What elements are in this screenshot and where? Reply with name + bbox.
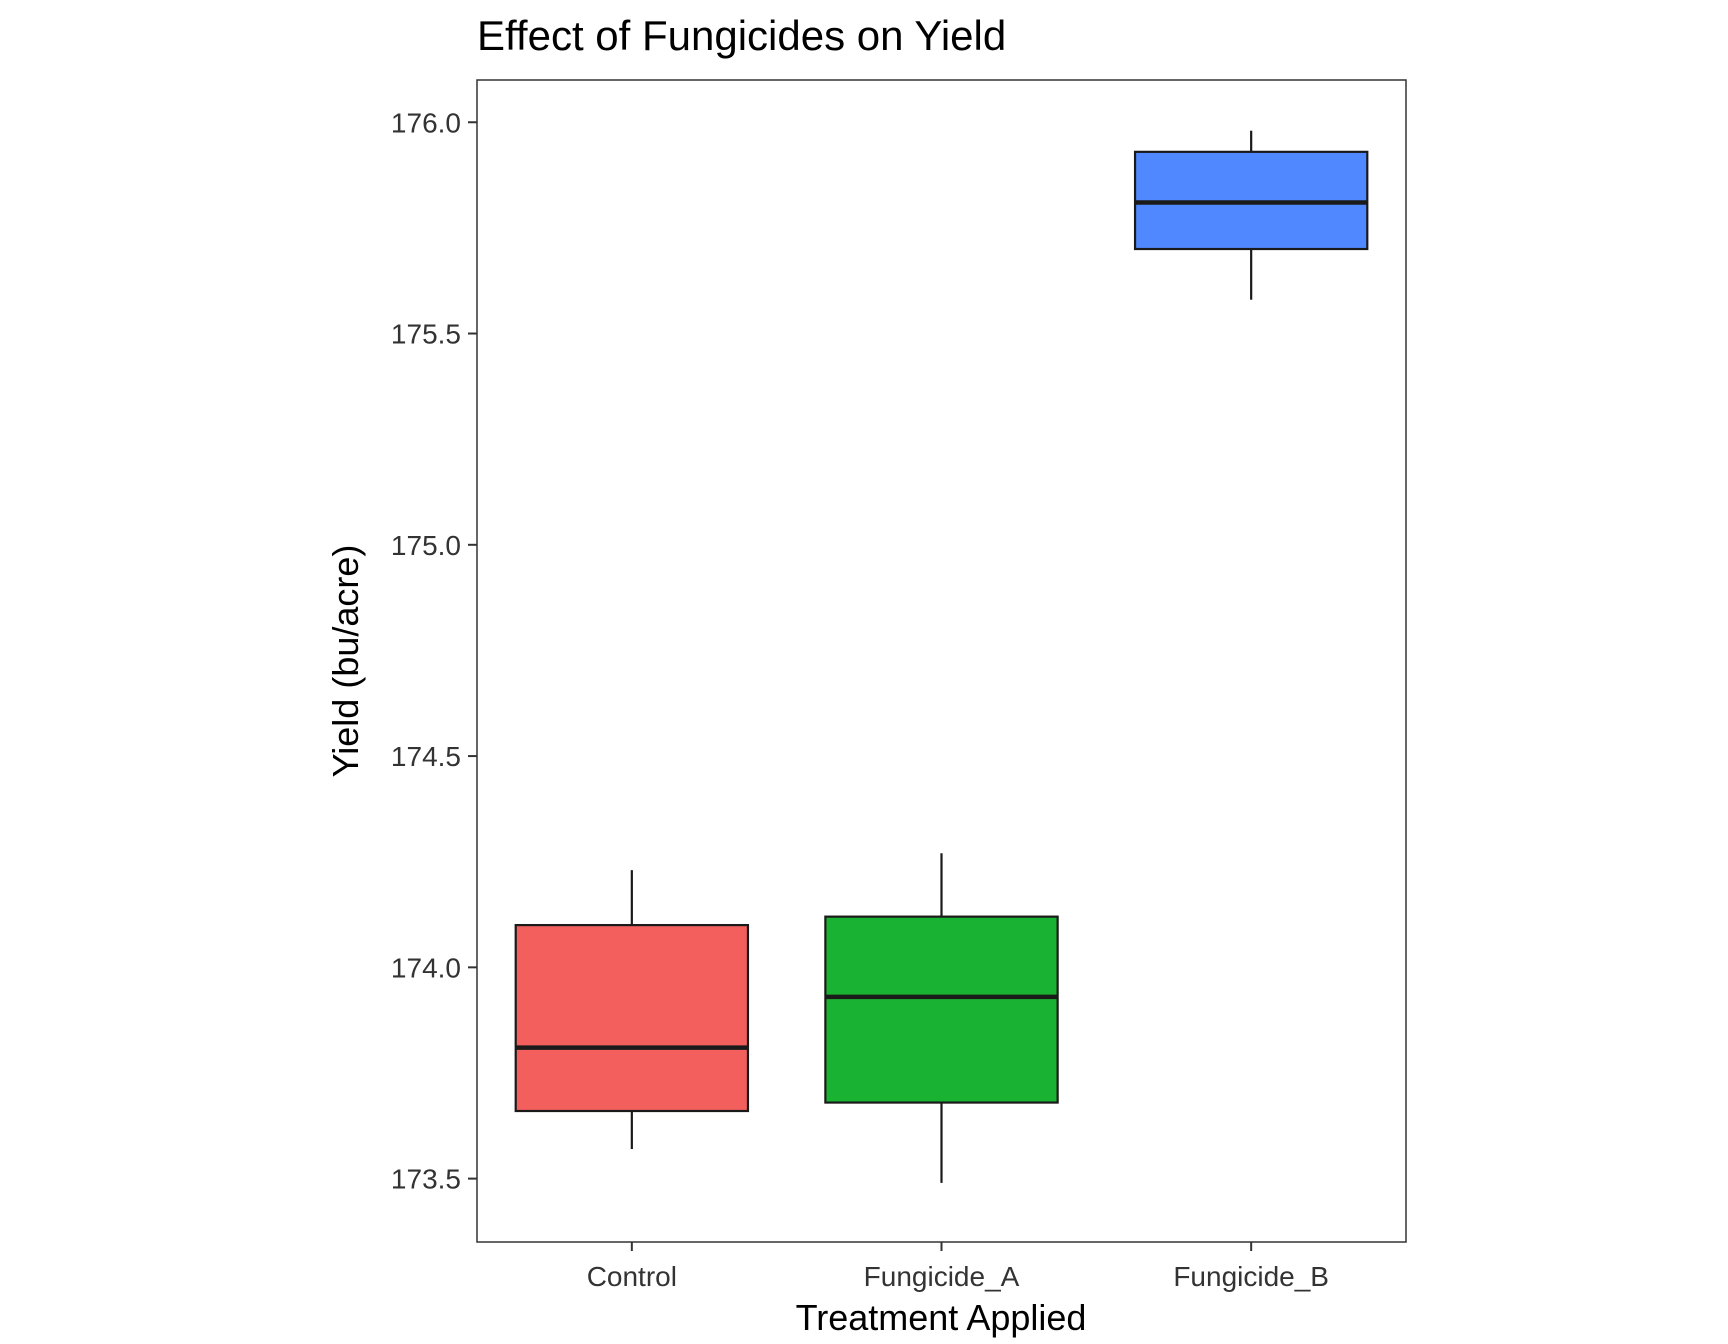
y-tick-label: 173.5	[391, 1164, 461, 1195]
box-fungicide-b	[1133, 130, 1369, 300]
boxes	[514, 130, 1369, 1183]
box-fungicide-a	[824, 853, 1059, 1183]
y-tick-label: 174.0	[391, 952, 461, 983]
box-iqr	[514, 923, 750, 1113]
y-tick-label: 175.5	[391, 319, 461, 350]
chart-title: Effect of Fungicides on Yield	[477, 12, 1006, 59]
x-axis: Control Fungicide_A Fungicide_B	[587, 1242, 1329, 1292]
x-tick-label: Fungicide_A	[864, 1261, 1020, 1292]
y-axis-title: Yield (bu/acre)	[325, 545, 366, 778]
x-tick-label: Fungicide_B	[1173, 1261, 1329, 1292]
y-axis: 173.5 174.0 174.5 175.0 175.5 176.0	[391, 107, 477, 1195]
x-axis-title: Treatment Applied	[796, 1297, 1087, 1338]
box-iqr	[824, 915, 1059, 1104]
y-tick-label: 174.5	[391, 741, 461, 772]
box-control	[514, 870, 750, 1150]
x-tick-label: Control	[587, 1261, 677, 1292]
y-tick-label: 176.0	[391, 107, 461, 138]
y-tick-label: 175.0	[391, 530, 461, 561]
